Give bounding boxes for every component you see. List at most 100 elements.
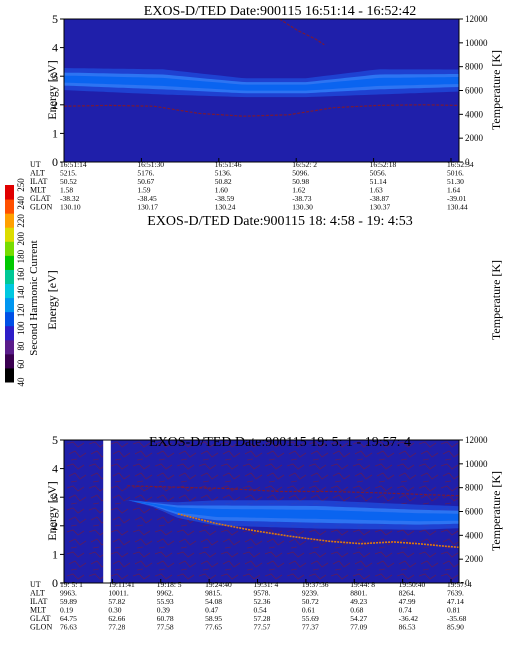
table-cell: 50.52: [60, 177, 77, 186]
contour-line: [127, 485, 460, 497]
table-cell: 9578.: [254, 589, 271, 598]
table-cell: 0.74: [399, 606, 412, 615]
table-row-label: UT: [30, 580, 41, 589]
y-tick-label: 3: [52, 490, 58, 504]
table-cell: -39.01: [447, 194, 467, 203]
table-cell: 60.78: [157, 614, 174, 623]
table-row-label: MLT: [30, 186, 46, 195]
y-tick-label: 2: [52, 519, 58, 533]
table-cell: 19: 5: 1: [60, 580, 83, 589]
y-axis: 0 1 2 3 4 5: [52, 12, 64, 169]
temperature-tick-label: 0: [465, 578, 470, 588]
colorbar-tick-label: 220: [16, 214, 26, 228]
temperature-tick-label: 12000: [465, 435, 488, 445]
colorbar-scale: [5, 185, 14, 383]
table-cell: 62.66: [108, 614, 125, 623]
y-tick-label: 5: [52, 433, 58, 447]
table-cell: 19:31: 4: [254, 580, 279, 589]
plot-area: [63, 439, 460, 584]
y-tick-label: 1: [52, 126, 58, 140]
temperature-tick-label: 6000: [465, 86, 484, 96]
table-cell: 0.30: [108, 606, 121, 615]
flux-band: [64, 75, 459, 91]
table-cell: 8801.: [350, 589, 367, 598]
table-cell: -38.45: [137, 194, 157, 203]
orbit-table: UT 16:51:14 16:51:30 16:51:46 16:52: 2 16:52:…: [30, 158, 474, 212]
table-cell: 8264.: [399, 589, 416, 598]
flux-band: [64, 500, 459, 522]
y-axis-label: Energy [eV]: [45, 60, 59, 119]
table-cell: 77.37: [302, 623, 319, 632]
table-cell: 50.72: [302, 597, 319, 606]
table-cell: 52.36: [254, 597, 271, 606]
table-cell: 51.30: [447, 177, 464, 186]
table-cell: -36.42: [399, 614, 419, 623]
table-cell: 85.90: [447, 623, 464, 632]
colorbar-segment: [5, 325, 14, 341]
colorbar: 40 60 80 100 120 140 160 180 200 220 240 250 Second…: [5, 178, 40, 387]
table-cell: 0.54: [254, 606, 267, 615]
table-cell: 130.24: [215, 203, 236, 212]
panel-title: EXOS-D/TED Date:900115 16:51:14 - 16:52:…: [144, 4, 416, 19]
y-tick-label: 0: [52, 155, 58, 169]
temperature-tick-label: 8000: [465, 62, 484, 72]
table-cell: 58.95: [205, 614, 222, 623]
table-cell: -38.73: [292, 194, 312, 203]
colorbar-segment: [5, 213, 14, 228]
temperature-axis: 0 2000 4000 6000 8000 10000 12000: [459, 435, 488, 588]
table-cell: 19:57: 4: [447, 580, 472, 589]
temperature-tick-label: 0: [465, 157, 470, 167]
temperature-axis-label: Temperature [K]: [489, 471, 503, 551]
table-cell: 76.63: [60, 623, 77, 632]
temperature-tick-label: 2000: [465, 133, 484, 143]
table-cell: 5215.: [60, 169, 77, 178]
table-cell: 47.14: [447, 597, 464, 606]
table-cell: 19:11:41: [108, 580, 135, 589]
table-cell: 130.37: [370, 203, 391, 212]
temperature-tick-label: 8000: [465, 483, 484, 493]
table-cell: 0.81: [447, 606, 460, 615]
table-cell: 64.75: [60, 614, 77, 623]
y-tick-label: 3: [52, 69, 58, 83]
table-cell: 50.67: [137, 177, 154, 186]
panel-title: EXOS-D/TED Date:900115 18: 4:58 - 19: 4:…: [147, 214, 412, 229]
table-row-label: GLAT: [30, 614, 51, 623]
table-cell: 57.28: [254, 614, 271, 623]
contour-line: [63, 104, 460, 117]
table-cell: 9963.: [60, 589, 77, 598]
temperature-axis-label: Temperature [K]: [489, 260, 503, 340]
table-row-label: ALT: [30, 169, 45, 178]
table-cell: 5176.: [137, 169, 154, 178]
table-cell: 0.68: [350, 606, 363, 615]
table-row-label: ILAT: [30, 597, 47, 606]
colorbar-segment: [5, 185, 14, 200]
y-tick-label: 0: [52, 576, 58, 590]
panel-1: EXOS-D/TED Date:900115 16:51:14 - 16:52:…: [30, 4, 503, 212]
plot-area: [63, 18, 460, 163]
colorbar-tick-label: 240: [16, 196, 26, 210]
temperature-tick-label: 10000: [465, 38, 488, 48]
colorbar-tick-label: 100: [16, 321, 26, 335]
colorbar-segment: [5, 353, 14, 369]
table-row-label: ILAT: [30, 177, 47, 186]
colorbar-segment: [5, 311, 14, 327]
colorbar-label: Second Harmonic Current: [28, 240, 40, 355]
table-cell: 51.14: [370, 177, 387, 186]
temperature-tick-label: 12000: [465, 14, 488, 24]
table-cell: 16:52: 2: [292, 160, 317, 169]
colorbar-tick-label: 140: [16, 285, 26, 299]
table-cell: 0.47: [205, 606, 218, 615]
table-cell: 59.89: [60, 597, 77, 606]
table-cell: 50.98: [292, 177, 309, 186]
table-cell: 1.58: [60, 186, 73, 195]
y-tick-label: 4: [52, 462, 58, 476]
temperature-tick-label: 4000: [465, 530, 484, 540]
table-cell: 16:51:46: [215, 160, 242, 169]
table-cell: 9815.: [205, 589, 222, 598]
table-cell: 16:51:30: [137, 160, 164, 169]
temperature-line: [177, 513, 460, 549]
table-cell: 77.28: [108, 623, 125, 632]
colorbar-segment: [5, 283, 14, 299]
table-cell: 5136.: [215, 169, 232, 178]
